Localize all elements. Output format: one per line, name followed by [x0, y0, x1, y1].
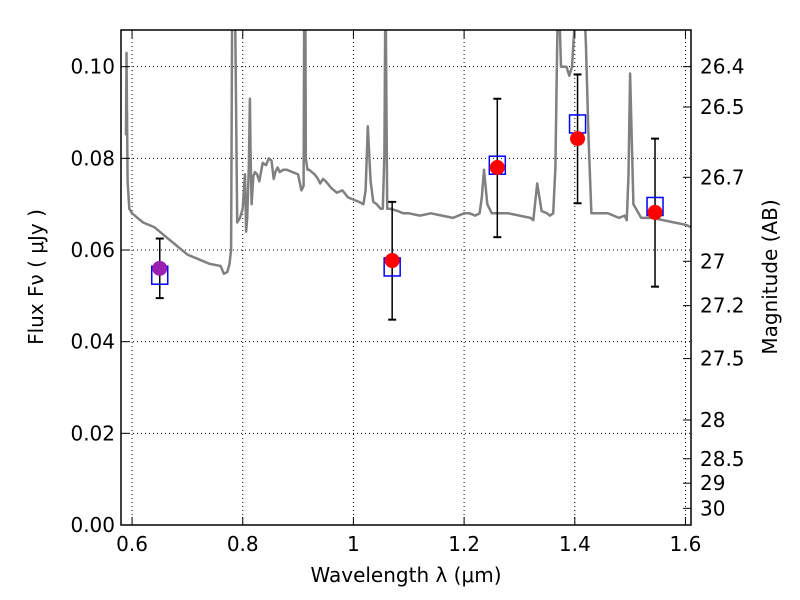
x-tick-label: 1.2: [448, 532, 480, 556]
y2-tick-label: 28.5: [700, 447, 745, 471]
y2-tick-label: 30: [700, 496, 725, 520]
observed-flux-point: [570, 131, 586, 147]
observed-flux-point: [384, 253, 400, 269]
y-tick-label: 0.06: [70, 238, 115, 262]
observed-flux-point: [152, 260, 168, 276]
observed-point-layer: [152, 131, 663, 276]
model-box-layer: [150, 114, 664, 285]
x-tick-label: 1.4: [559, 532, 591, 556]
x-tick-label: 0.8: [227, 532, 259, 556]
y-tick-label: 0.02: [70, 421, 115, 445]
y2-tick-label: 26.4: [700, 55, 745, 79]
y2-tick-label: 29: [700, 471, 725, 495]
x-tick-label: 0.6: [116, 532, 148, 556]
y2-tick-label: 26.5: [700, 95, 745, 119]
y2-tick-label: 28: [700, 408, 725, 432]
axes-frame: [120, 29, 692, 526]
y2-axis-label: Magnitude (AB): [758, 199, 782, 354]
ticks: 0.6 0.8 1 1.2 1.4 1.6 0.00 0.02 0.04 0.06 0.08 0.10…: [70, 30, 745, 556]
y-tick-label: 0.08: [70, 146, 115, 170]
observed-flux-point: [489, 160, 505, 175]
y2-tick-label: 27.5: [700, 347, 745, 371]
plot-frame: [120, 29, 692, 526]
y2-tick-label: 27.2: [700, 294, 745, 318]
x-tick-label: 1.6: [670, 532, 702, 556]
x-tick-label: 1: [347, 532, 360, 556]
model-spectrum-line: [124, 30, 691, 276]
y2-tick-label: 26.7: [700, 165, 745, 189]
x-axis-label: Wavelength λ (μm): [310, 563, 501, 587]
y-tick-label: 0.00: [70, 513, 115, 537]
y-axis-label: Flux Fν ( μJy ): [24, 209, 48, 345]
y-tick-label: 0.04: [70, 330, 115, 354]
y2-tick-label: 27: [700, 249, 725, 273]
grid: [121, 30, 691, 526]
y-tick-label: 0.10: [70, 55, 115, 79]
observed-flux-point: [647, 204, 663, 220]
model-spectrum-layer: [124, 30, 691, 276]
